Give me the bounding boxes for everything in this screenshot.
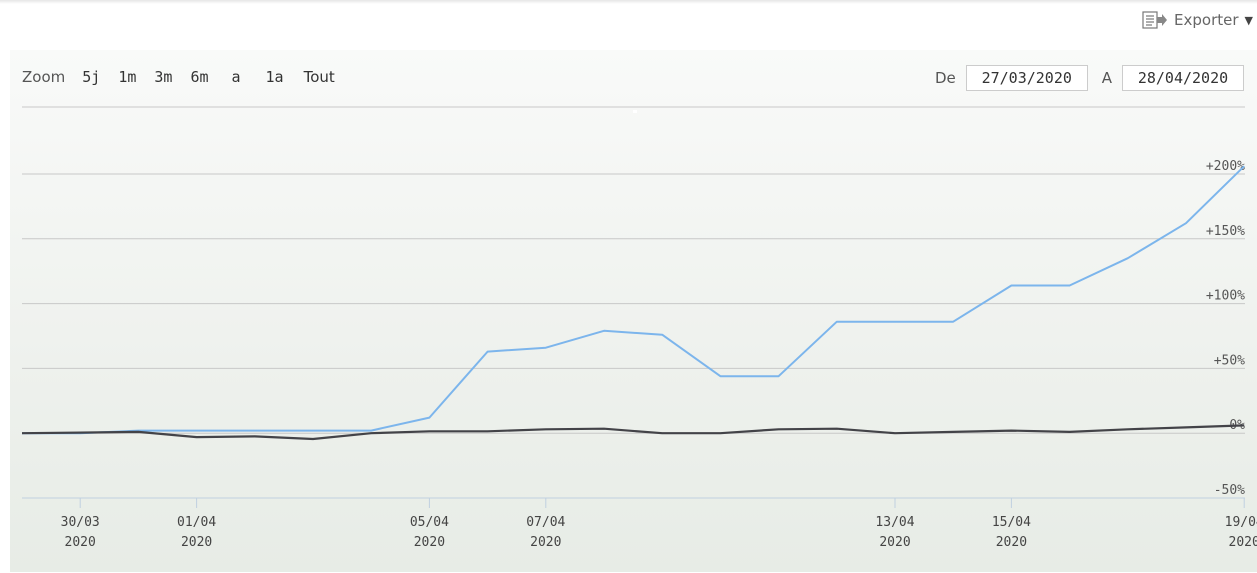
x-tick-year: 2020 (996, 535, 1027, 550)
export-icon (1142, 11, 1168, 29)
date-from-label: De (934, 69, 956, 87)
y-tick-label: +50% (1214, 353, 1245, 368)
range-button-all[interactable]: Tout (303, 68, 335, 86)
chart-panel (10, 50, 1257, 572)
y-tick-label: +200% (1206, 159, 1245, 174)
range-button-1a[interactable]: 1a (265, 68, 284, 86)
y-tick-label: +100% (1206, 289, 1245, 304)
navigator-marker (633, 110, 637, 113)
range-button-3m[interactable]: 3m (154, 68, 173, 86)
range-button-ytd[interactable]: a (231, 68, 241, 86)
series-line-2 (21, 424, 1245, 441)
x-tick-label: 05/04 (410, 515, 449, 530)
range-selector: Zoom 5j 1m 3m 6m a 1a Tout (22, 66, 346, 88)
x-tick-year: 2020 (65, 535, 96, 550)
series-line-1 (22, 165, 1245, 435)
range-button-5j[interactable]: 5j (82, 68, 101, 86)
x-tick-label: 15/04 (992, 515, 1031, 530)
x-tick-year: 2020 (181, 535, 212, 550)
export-menu-button[interactable]: Exporter ▼ (1142, 9, 1253, 31)
range-button-1m[interactable]: 1m (118, 68, 137, 86)
x-tick-year: 2020 (879, 535, 910, 550)
x-tick-year: 2020 (1229, 535, 1257, 550)
date-from-input[interactable]: 27/03/2020 (965, 65, 1088, 91)
top-shadow (0, 0, 1257, 4)
x-tick-label: 30/03 (61, 515, 100, 530)
range-button-6m[interactable]: 6m (190, 68, 209, 86)
x-tick-label: 01/04 (177, 515, 216, 530)
export-label: Exporter (1174, 11, 1239, 29)
chevron-down-icon: ▼ (1244, 13, 1253, 27)
zoom-label: Zoom (22, 68, 66, 86)
x-tick-label: 19/04 (1225, 515, 1257, 530)
x-tick-year: 2020 (414, 535, 445, 550)
date-range: De 27/03/2020 A 28/04/2020 (935, 64, 1244, 92)
date-to-label: A (1101, 69, 1112, 87)
y-tick-label: +150% (1206, 224, 1245, 239)
x-tick-label: 07/04 (526, 515, 565, 530)
x-tick-label: 13/04 (875, 515, 914, 530)
date-to-input[interactable]: 28/04/2020 (1122, 65, 1244, 91)
y-tick-label: -50% (1214, 483, 1245, 498)
x-tick-year: 2020 (530, 535, 561, 550)
